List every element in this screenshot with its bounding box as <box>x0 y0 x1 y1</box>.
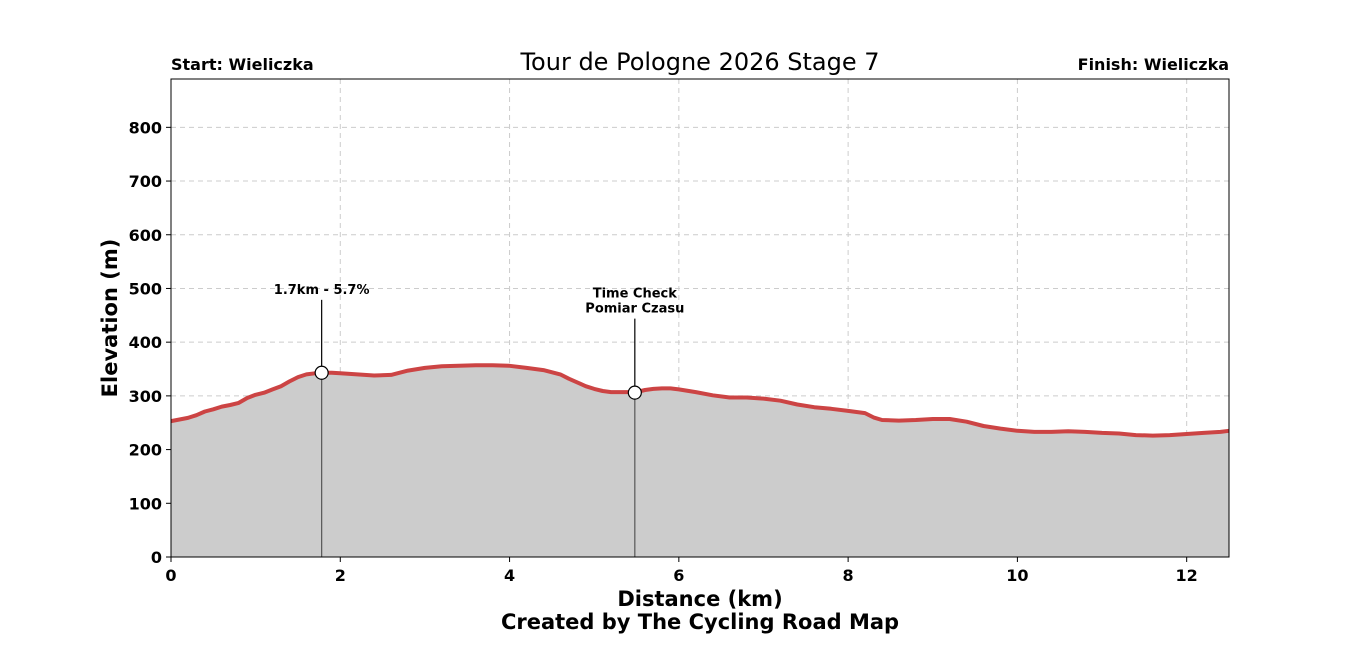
annotation-marker <box>627 385 642 400</box>
x-axis-label: Distance (km) <box>617 587 782 611</box>
y-axis-ticks: 0 100 200 300 400 500 600 700 800 <box>129 118 171 567</box>
y-tick-label: 800 <box>129 118 162 137</box>
y-tick-label: 100 <box>129 494 162 513</box>
y-tick-label: 300 <box>129 387 162 406</box>
y-tick-label: 0 <box>151 548 162 567</box>
x-axis-ticks: 0 2 4 6 8 10 12 <box>165 557 1198 585</box>
y-tick-label: 400 <box>129 333 162 352</box>
annotation-label: 1.7km - 5.7% <box>274 283 370 298</box>
x-tick-label: 4 <box>504 566 515 585</box>
elevation-area <box>171 365 1229 557</box>
x-tick-label: 12 <box>1176 566 1198 585</box>
annotation: 1.7km - 5.7% <box>274 283 370 557</box>
x-tick-label: 2 <box>335 566 346 585</box>
y-tick-label: 200 <box>129 441 162 460</box>
annotation-marker <box>314 365 329 380</box>
x-tick-label: 10 <box>1006 566 1028 585</box>
x-tick-label: 8 <box>843 566 854 585</box>
annotation-label: Time Check <box>593 287 678 302</box>
annotation-label: Pomiar Czasu <box>585 302 684 317</box>
plot-frame <box>170 78 1230 558</box>
y-axis-label: Elevation (m) <box>98 239 122 398</box>
credit-text: Created by The Cycling Road Map <box>501 610 899 634</box>
y-tick-label: 500 <box>129 279 162 298</box>
finish-label: Finish: Wieliczka <box>1078 55 1229 74</box>
start-label: Start: Wieliczka <box>171 55 314 74</box>
elevation-line <box>170 363 1230 438</box>
chart-title: Tour de Pologne 2026 Stage 7 <box>519 48 879 76</box>
x-tick-label: 6 <box>673 566 684 585</box>
y-tick-label: 700 <box>129 172 162 191</box>
y-tick-label: 600 <box>129 226 162 245</box>
x-tick-label: 0 <box>165 566 176 585</box>
